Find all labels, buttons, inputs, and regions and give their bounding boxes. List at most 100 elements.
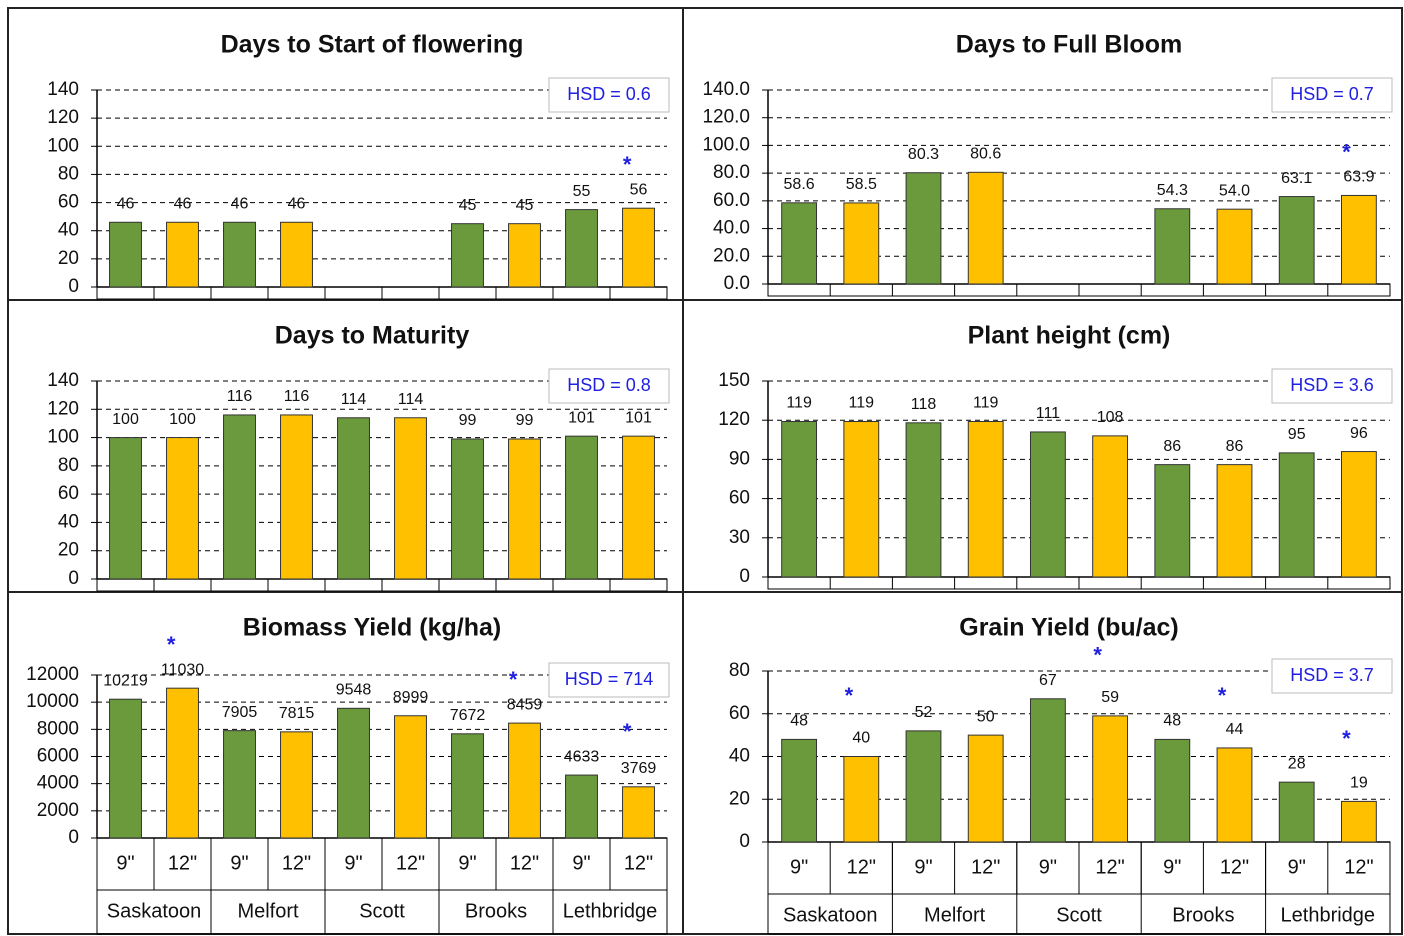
bar: [843, 202, 880, 285]
y-tick-label: 100.0: [702, 134, 750, 155]
data-label: 46: [117, 195, 135, 212]
data-label: 54.0: [1219, 182, 1250, 199]
bar: [1340, 451, 1377, 578]
frame: [7, 7, 1403, 935]
y-tick-label: 120: [47, 398, 79, 419]
bar: [508, 722, 541, 839]
data-label: 48: [790, 713, 808, 730]
bar: [1278, 452, 1315, 578]
y-tick-label: 0: [739, 831, 750, 852]
data-label: 8999: [393, 689, 429, 706]
data-label: 119: [849, 395, 875, 412]
x-tick-label: 12": [510, 852, 539, 874]
x-tick-label: 12": [282, 852, 311, 874]
data-label: 10219: [103, 672, 148, 689]
bar: [1029, 431, 1066, 578]
data-label: 48: [1163, 713, 1181, 730]
bar: [109, 221, 142, 288]
data-label: 86: [1226, 438, 1244, 455]
data-label: 4633: [564, 748, 600, 765]
x-tick-label: 12": [624, 852, 653, 874]
bar: [451, 733, 484, 839]
y-tick-label: 80: [729, 660, 750, 681]
bar: [280, 731, 313, 839]
bar: [1340, 800, 1377, 843]
y-tick-label: 40: [58, 511, 79, 532]
data-label: 7672: [450, 707, 486, 724]
significance-marker: *: [509, 667, 518, 692]
x-tick-label: 12": [971, 856, 1000, 878]
y-tick-label: 0.0: [724, 273, 750, 294]
data-label: 45: [459, 197, 477, 214]
y-tick-label: 140: [47, 79, 79, 100]
bar: [905, 422, 942, 578]
bar: [223, 730, 256, 839]
x-tick-label: 12": [1220, 856, 1249, 878]
data-label: 96: [1350, 425, 1368, 442]
data-label: 100: [112, 411, 139, 428]
annotation: HSD = 714: [565, 669, 654, 689]
x-tick-label: Brooks: [1172, 904, 1234, 926]
significance-marker: *: [845, 683, 854, 708]
data-label: 7815: [279, 705, 315, 722]
annotation-box: [548, 77, 670, 113]
data-label: 80.6: [970, 146, 1001, 163]
data-label: 11030: [161, 661, 204, 678]
data-label: 63.9: [1343, 169, 1374, 186]
bar: [905, 172, 942, 285]
data-label: 3769: [621, 760, 657, 777]
x-tick-label: Lethbridge: [1281, 904, 1376, 926]
y-tick-label: 120: [47, 107, 79, 128]
data-label: 58.6: [784, 176, 815, 193]
chart-title: Days to Start of flowering: [221, 31, 524, 59]
y-tick-label: 150: [718, 370, 750, 391]
bar: [1216, 464, 1253, 578]
bar: [781, 421, 818, 578]
bar: [1154, 738, 1191, 843]
significance-marker: *: [1093, 643, 1102, 668]
data-label: 119: [786, 395, 812, 412]
data-label: 55: [573, 183, 591, 200]
annotation: HSD = 3.6: [1290, 375, 1374, 395]
y-tick-label: 0: [68, 276, 79, 297]
annotation: HSD = 0.7: [1290, 84, 1374, 104]
annotation: HSD = 3.7: [1290, 665, 1374, 685]
bar: [166, 437, 199, 580]
y-tick-label: 30: [729, 527, 750, 548]
bar: [565, 774, 598, 839]
annotation-box: [548, 662, 670, 698]
bar: [622, 435, 655, 580]
y-tick-label: 2000: [37, 800, 79, 821]
y-tick-label: 0: [68, 568, 79, 589]
bar: [905, 730, 942, 843]
data-label: 50: [977, 708, 995, 725]
x-tick-label: Melfort: [237, 900, 299, 922]
y-tick-label: 100: [47, 427, 79, 448]
x-tick-label: Melfort: [924, 904, 986, 926]
data-label: 101: [625, 409, 652, 426]
y-tick-label: 8000: [37, 718, 79, 739]
bar: [1216, 208, 1253, 285]
data-label: 114: [341, 391, 367, 408]
x-tick-label: 12": [168, 852, 197, 874]
bar: [1278, 781, 1315, 843]
data-label: 116: [227, 388, 253, 405]
significance-marker: *: [623, 152, 632, 177]
annotation-box: [1271, 368, 1393, 404]
data-label: 46: [288, 195, 306, 212]
y-tick-label: 80: [58, 455, 79, 476]
y-tick-label: 60: [58, 483, 79, 504]
data-label: 54.3: [1157, 182, 1188, 199]
x-tick-label: 12": [1344, 856, 1373, 878]
x-tick-label: 9": [1163, 856, 1181, 878]
bar: [109, 698, 142, 839]
x-tick-label: 9": [230, 852, 248, 874]
bar: [967, 734, 1004, 843]
bar: [967, 421, 1004, 578]
y-tick-label: 60.0: [713, 190, 750, 211]
x-tick-label: Saskatoon: [783, 904, 878, 926]
x-tick-label: 9": [572, 852, 590, 874]
x-tick-label: Scott: [1056, 904, 1102, 926]
data-label: 108: [1097, 409, 1124, 426]
